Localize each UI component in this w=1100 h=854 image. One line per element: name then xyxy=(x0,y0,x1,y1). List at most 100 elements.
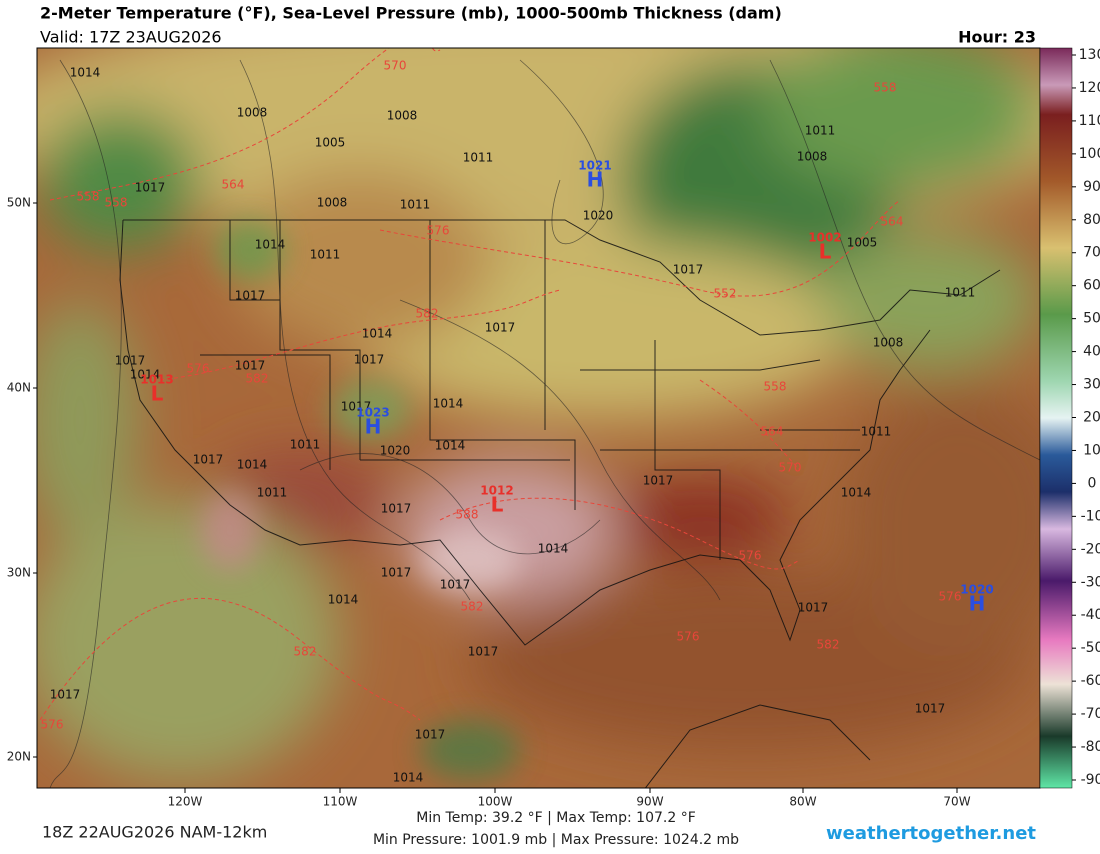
thickness-label: 582 xyxy=(246,372,269,386)
colorbar-label: 110 xyxy=(1079,113,1100,129)
isobar-label: 1014 xyxy=(328,593,359,607)
map-background xyxy=(37,48,1040,788)
isobar-label: 1005 xyxy=(847,236,878,250)
thickness-label: 558 xyxy=(77,190,100,204)
isobar-label: 1017 xyxy=(381,502,412,516)
thickness-label: 558 xyxy=(764,380,787,394)
isobar-label: 1008 xyxy=(387,109,418,123)
isobar-label: 1017 xyxy=(115,354,146,368)
colorbar-label: 40 xyxy=(1083,344,1100,360)
lon-label: 120W xyxy=(168,795,203,809)
highs-symbol: H xyxy=(365,415,382,439)
colorbar-label: 120 xyxy=(1079,80,1100,96)
colorbar-label: -70 xyxy=(1081,706,1100,722)
isobar-label: 1011 xyxy=(861,425,892,439)
isobar-label: 1017 xyxy=(440,578,471,592)
isobar-label: 1020 xyxy=(583,209,614,223)
thickness-label: 582 xyxy=(416,307,439,321)
thickness-label: 576 xyxy=(677,630,700,644)
thickness-label: 558 xyxy=(105,196,128,210)
isobar-label: 1017 xyxy=(468,645,499,659)
colorbar-label: 80 xyxy=(1083,212,1100,228)
thickness-label: 576 xyxy=(739,549,762,563)
isobar-label: 1014 xyxy=(435,439,466,453)
colorbar-label: -10 xyxy=(1081,508,1100,524)
thickness-label: 576 xyxy=(187,362,210,376)
lows-symbol: L xyxy=(819,240,832,264)
valid-time: Valid: 17Z 23AUG2026 xyxy=(40,28,222,47)
isobar-label: 1017 xyxy=(354,353,385,367)
colorbar-label: 100 xyxy=(1079,146,1100,162)
thickness-label: 564 xyxy=(222,178,245,192)
colorbar-label: 70 xyxy=(1083,245,1100,261)
isobar-label: 1014 xyxy=(433,397,464,411)
lon-label: 70W xyxy=(943,795,970,809)
isobar-label: 1008 xyxy=(873,336,904,350)
colorbar-label: -40 xyxy=(1081,607,1100,623)
isobar-label: 1017 xyxy=(135,181,166,195)
thickness-label: 564 xyxy=(881,215,904,229)
lon-label: 80W xyxy=(789,795,816,809)
thickness-label: 558 xyxy=(874,81,897,95)
isobar-label: 1017 xyxy=(673,263,704,277)
isobar-label: 1017 xyxy=(381,566,412,580)
colorbar-label: 0 xyxy=(1088,475,1097,491)
colorbar-label: 130 xyxy=(1079,47,1100,63)
isobar-label: 1014 xyxy=(362,327,393,341)
isobar-label: 1017 xyxy=(643,474,674,488)
lat-label: 40N xyxy=(7,381,31,395)
lon-label: 90W xyxy=(636,795,663,809)
colorbar-label: -30 xyxy=(1081,574,1100,590)
highs-symbol: H xyxy=(587,168,604,192)
thickness-label: 564 xyxy=(761,425,784,439)
thickness-label: 576 xyxy=(427,224,450,238)
isobar-label: 1017 xyxy=(485,321,516,335)
thickness-label: 570 xyxy=(384,59,407,73)
colorbar-label: 90 xyxy=(1083,179,1100,195)
isobar-label: 1011 xyxy=(257,486,288,500)
thickness-label: 582 xyxy=(294,645,317,659)
isobar-label: 1014 xyxy=(538,542,569,556)
isobar-label: 1014 xyxy=(237,458,268,472)
lows-pressure: 1002 xyxy=(808,231,841,245)
lat-label: 30N xyxy=(7,566,31,580)
lon-label: 110W xyxy=(323,795,358,809)
thickness-label: 570 xyxy=(779,461,802,475)
isobar-label: 1017 xyxy=(341,400,372,414)
isobar-label: 1014 xyxy=(393,771,424,785)
colorbar-label: -60 xyxy=(1081,673,1100,689)
isobar-label: 1011 xyxy=(310,248,341,262)
colorbar-label: 30 xyxy=(1083,377,1100,393)
colorbar-label: 10 xyxy=(1083,442,1100,458)
isobar-label: 1017 xyxy=(798,601,829,615)
model-run: 18Z 22AUG2026 NAM-12km xyxy=(42,823,267,842)
lows-pressure: 1013 xyxy=(140,373,173,387)
highs-pressure: 1021 xyxy=(578,159,611,173)
lows-symbol: L xyxy=(151,382,164,406)
isobar-label: 1011 xyxy=(290,438,321,452)
colorbar xyxy=(1039,47,1073,789)
isobar-label: 1011 xyxy=(463,151,494,165)
colorbar-label: -20 xyxy=(1081,541,1100,557)
isobar-label: 1014 xyxy=(70,66,101,80)
isobar-label: 1011 xyxy=(400,198,431,212)
site-link[interactable]: weathertogether.net xyxy=(826,823,1036,844)
isobar-label: 1017 xyxy=(193,453,224,467)
lows-symbol: L xyxy=(491,493,504,517)
title: 2-Meter Temperature (°F), Sea-Level Pres… xyxy=(40,4,782,23)
lows-pressure: 1012 xyxy=(480,484,513,498)
isobar-label: 1017 xyxy=(50,688,81,702)
colorbar-label: 50 xyxy=(1083,311,1100,327)
highs-pressure: 1023 xyxy=(356,406,389,420)
isobar-label: 1017 xyxy=(915,702,946,716)
lon-label: 100W xyxy=(478,795,513,809)
isobar-label: 1008 xyxy=(317,196,348,210)
isobar-label: 1014 xyxy=(130,368,161,382)
thickness-label: 588 xyxy=(456,508,479,522)
highs-symbol: H xyxy=(969,592,986,616)
isobar-label: 1005 xyxy=(315,136,346,150)
thickness-label: 576 xyxy=(939,590,962,604)
thickness-label: 582 xyxy=(817,638,840,652)
